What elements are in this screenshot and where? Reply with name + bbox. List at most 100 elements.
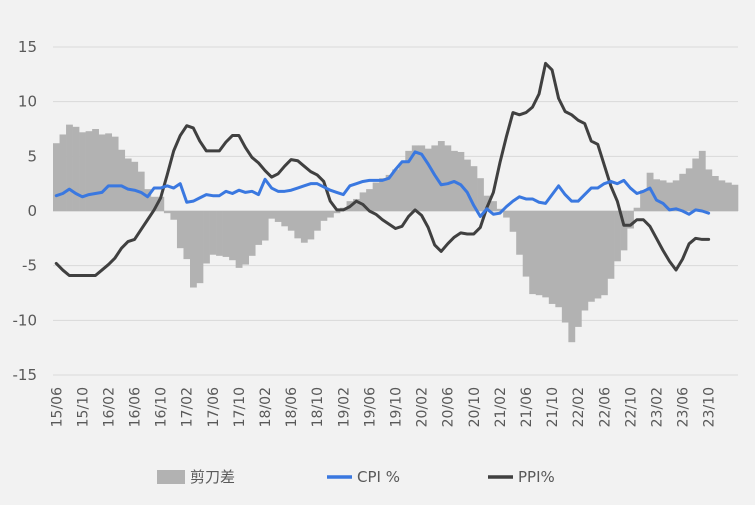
x-tick-label: 21/02: [493, 387, 509, 427]
bar: [614, 211, 621, 262]
bar: [176, 211, 184, 249]
bar: [659, 180, 667, 211]
x-tick-label: 19/02: [336, 387, 352, 427]
y-tick-label: 0: [27, 202, 37, 220]
bar: [79, 132, 86, 211]
bar: [294, 211, 302, 239]
bar: [274, 211, 282, 222]
x-tick-label: 18/06: [284, 387, 300, 427]
y-tick-label: 15: [18, 38, 37, 56]
y-tick-label: -10: [13, 311, 38, 329]
bar: [353, 198, 360, 211]
x-tick-label: 15/10: [75, 387, 91, 427]
bar: [516, 211, 524, 255]
bar: [535, 211, 543, 296]
bar: [431, 145, 439, 211]
cpi-line: [54, 150, 711, 218]
bar: [679, 173, 687, 211]
bar: [255, 211, 263, 245]
bar: [144, 189, 152, 211]
bar: [457, 151, 465, 211]
bar: [385, 174, 393, 211]
bar: [646, 172, 654, 211]
bar: [574, 211, 582, 327]
x-tick-label: 17/06: [206, 387, 222, 427]
bar: [307, 211, 315, 240]
bar: [313, 211, 321, 231]
bar: [470, 166, 478, 211]
bar: [685, 168, 693, 211]
bar: [98, 134, 106, 211]
bar: [718, 180, 726, 211]
bar: [561, 211, 569, 323]
bar: [601, 211, 608, 296]
bar: [640, 190, 647, 211]
x-tick-label: 20/10: [467, 387, 483, 427]
x-tick-label: 20/06: [441, 387, 457, 427]
x-tick-label: 17/02: [180, 387, 196, 427]
bar: [248, 211, 256, 256]
bar: [320, 211, 328, 221]
x-axis: 15/06 15/10 16/02 16/06 16/10 17/02 17/06 17/10…: [49, 387, 717, 427]
x-tick-label: 21/10: [545, 387, 561, 427]
bar: [333, 211, 341, 214]
bar: [692, 158, 700, 211]
bar: [548, 211, 556, 304]
bar: [620, 211, 628, 251]
bar: [464, 159, 471, 211]
bar: [418, 145, 426, 211]
bar: [372, 182, 380, 211]
bar: [731, 184, 739, 211]
bar: [653, 179, 661, 211]
x-tick-label: 16/06: [128, 387, 144, 427]
bar: [542, 211, 550, 298]
legend-label-bar: 剪刀差: [190, 468, 235, 486]
bar: [594, 211, 602, 299]
line-series: [54, 61, 711, 278]
bar: [209, 211, 217, 255]
x-tick-label: 20/02: [415, 387, 431, 427]
x-tick-label: 21/06: [519, 387, 535, 427]
bar: [235, 211, 243, 268]
x-tick-label: 23/10: [702, 387, 718, 427]
bar: [124, 158, 132, 211]
bar: [568, 211, 576, 343]
bar: [85, 131, 93, 211]
bar: [627, 211, 634, 229]
bar: [366, 189, 373, 211]
bar: [190, 211, 197, 288]
bar: [327, 211, 334, 218]
bar: [496, 208, 504, 211]
y-axis: 15 10 5 0 -5 -10 -15: [13, 38, 38, 384]
bar: [698, 150, 706, 211]
bar: [170, 211, 178, 220]
x-tick-label: 19/10: [389, 387, 405, 427]
bar: [555, 211, 563, 308]
x-tick-label: 17/10: [232, 387, 248, 427]
bar: [672, 180, 680, 211]
x-tick-label: 19/06: [362, 387, 378, 427]
bar: [242, 211, 250, 265]
bar: [300, 211, 308, 243]
x-tick-label: 18/10: [310, 387, 326, 427]
bar-series: [53, 124, 739, 343]
bar: [59, 134, 67, 211]
bar: [196, 211, 204, 284]
bar: [392, 169, 400, 211]
x-tick-label: 22/10: [623, 387, 639, 427]
legend-swatch-bar: [157, 470, 185, 484]
bar: [163, 211, 171, 214]
bar: [444, 145, 452, 211]
bar: [705, 169, 713, 211]
bar: [711, 176, 719, 211]
x-tick-label: 15/06: [49, 387, 65, 427]
bar: [483, 195, 491, 211]
bar: [66, 124, 73, 211]
bar: [287, 211, 295, 231]
bar: [633, 207, 641, 211]
bar: [131, 161, 139, 211]
y-tick-label: 10: [18, 93, 37, 111]
y-tick-label: -15: [13, 366, 38, 384]
